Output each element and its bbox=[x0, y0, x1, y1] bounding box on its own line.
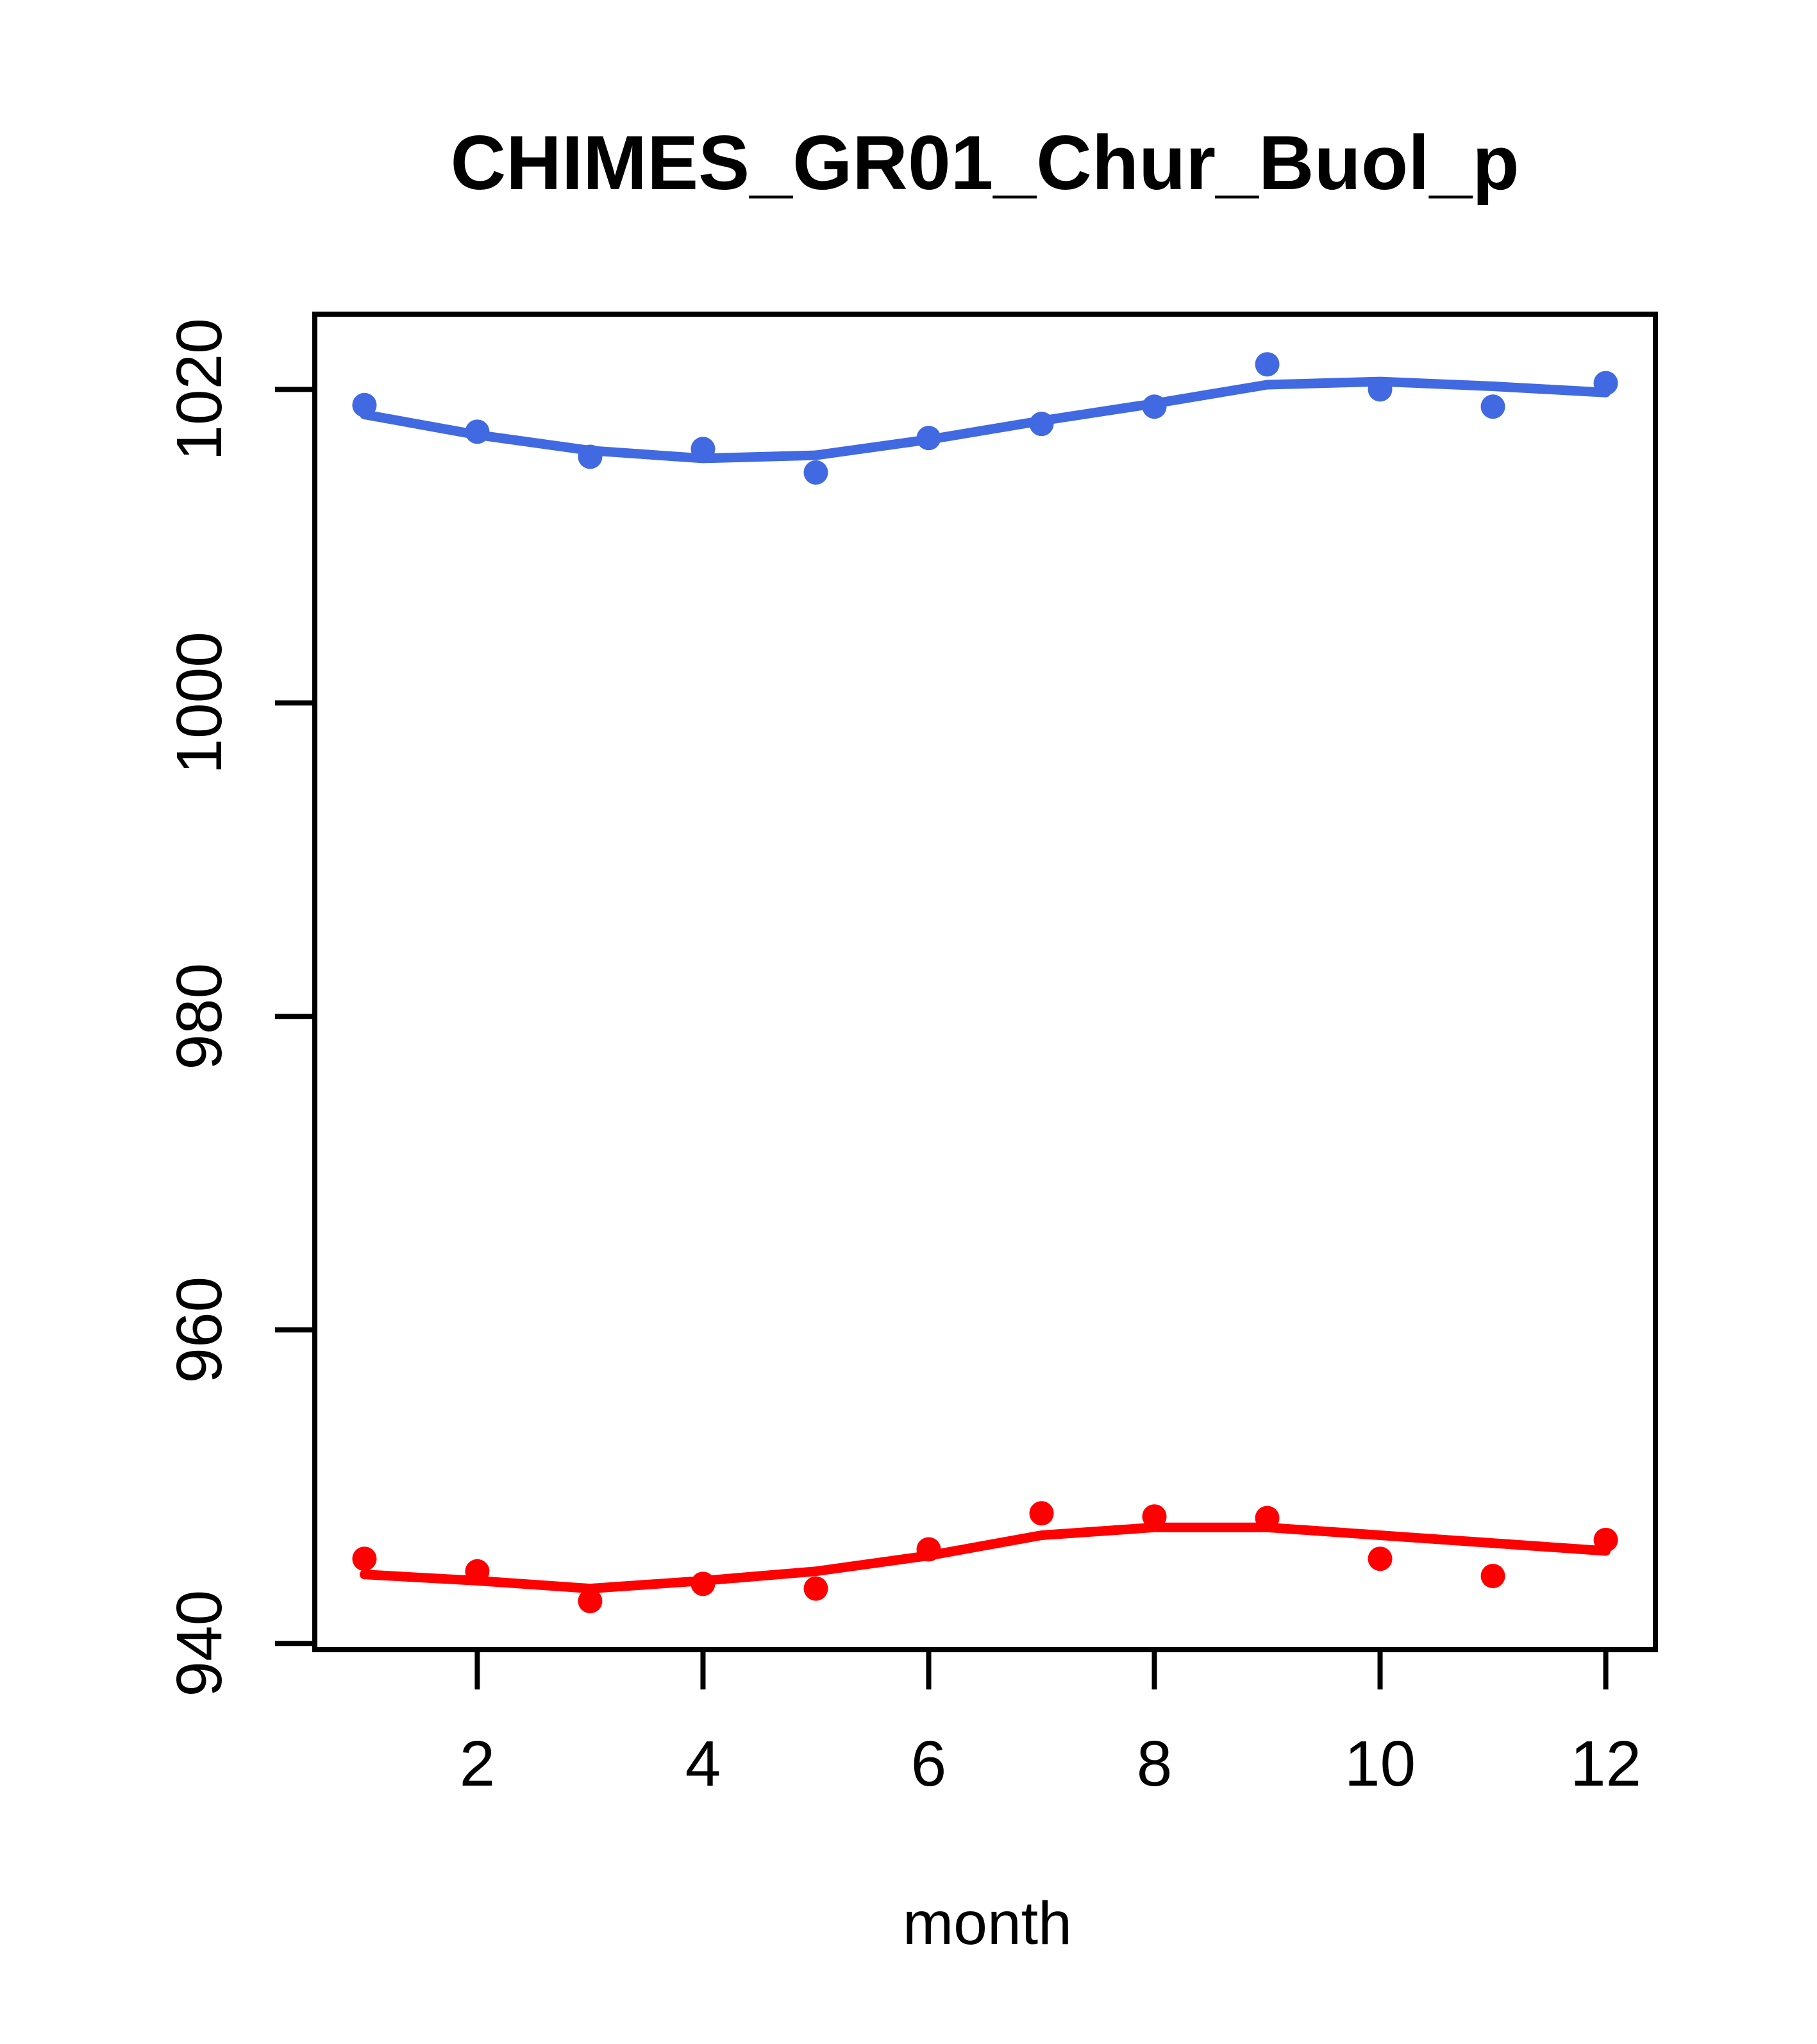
y-axis-tick-label: 980 bbox=[163, 963, 235, 1070]
lower-series-red-smooth-line bbox=[359, 1522, 1611, 1594]
upper-series-blue-point bbox=[465, 419, 490, 444]
upper-series-blue-point bbox=[1255, 352, 1280, 377]
lower-series-red-point bbox=[691, 1571, 716, 1596]
x-axis-tick-label: 4 bbox=[685, 1728, 721, 1800]
lower-series-red-point bbox=[465, 1559, 490, 1584]
y-axis-tick-label: 1020 bbox=[163, 318, 235, 460]
upper-series-blue-point bbox=[1480, 394, 1505, 419]
lower-series-red-point bbox=[803, 1576, 828, 1601]
chart-title: CHIMES_GR01_Chur_Buol_p bbox=[451, 120, 1520, 206]
upper-series-blue-point bbox=[916, 426, 941, 451]
series-layer bbox=[352, 352, 1618, 1614]
x-axis-label: month bbox=[903, 1889, 1072, 1957]
x-axis-tick-label: 8 bbox=[1137, 1728, 1173, 1800]
lower-series-red-point bbox=[1593, 1527, 1618, 1552]
x-axis-tick-label: 10 bbox=[1344, 1728, 1416, 1800]
upper-series-blue-point bbox=[1368, 377, 1393, 402]
upper-series-blue-point bbox=[578, 444, 603, 469]
lower-series-red-point bbox=[1029, 1501, 1054, 1526]
x-axis-tick-label: 6 bbox=[911, 1728, 947, 1800]
lower-series-red-point bbox=[1142, 1504, 1167, 1529]
upper-series-blue-point bbox=[691, 437, 716, 462]
lower-series-red-point bbox=[352, 1546, 377, 1571]
upper-series-blue-point bbox=[1593, 371, 1618, 396]
y-axis-tick-label: 1000 bbox=[163, 632, 235, 774]
upper-series-blue-point bbox=[803, 460, 828, 485]
lower-series-red-point bbox=[578, 1589, 603, 1614]
y-axis-tick-label: 960 bbox=[163, 1277, 235, 1384]
y-axis-tick-label: 940 bbox=[163, 1590, 235, 1697]
plot-border bbox=[312, 312, 1658, 1652]
lower-series-red-point bbox=[1368, 1546, 1393, 1571]
x-axis-tick-label: 12 bbox=[1570, 1728, 1641, 1800]
upper-series-blue-point bbox=[1029, 412, 1054, 437]
x-axis-tick-label: 2 bbox=[460, 1728, 496, 1800]
lower-series-red-point bbox=[916, 1537, 941, 1562]
lower-series-red-point bbox=[1255, 1505, 1280, 1530]
upper-series-blue-smooth-line bbox=[359, 376, 1611, 464]
upper-series-blue-point bbox=[352, 392, 377, 417]
lower-series-red-point bbox=[1480, 1564, 1505, 1589]
axes-layer: 2 4 6 8 10 12 940 960 980 1000 1020 bbox=[163, 312, 1658, 1800]
upper-series-blue-point bbox=[1142, 394, 1167, 419]
